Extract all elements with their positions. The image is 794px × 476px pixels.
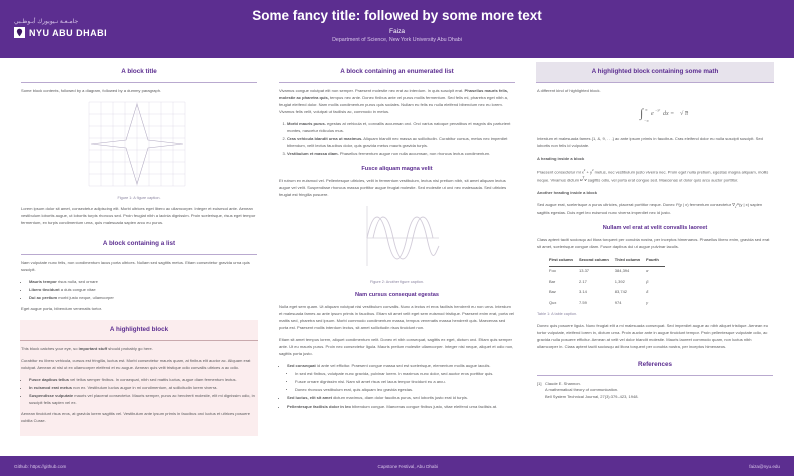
svg-text:∫ ∞ −∞: ∫ ∞ −∞ e −x² dx = √ π [639, 106, 689, 123]
